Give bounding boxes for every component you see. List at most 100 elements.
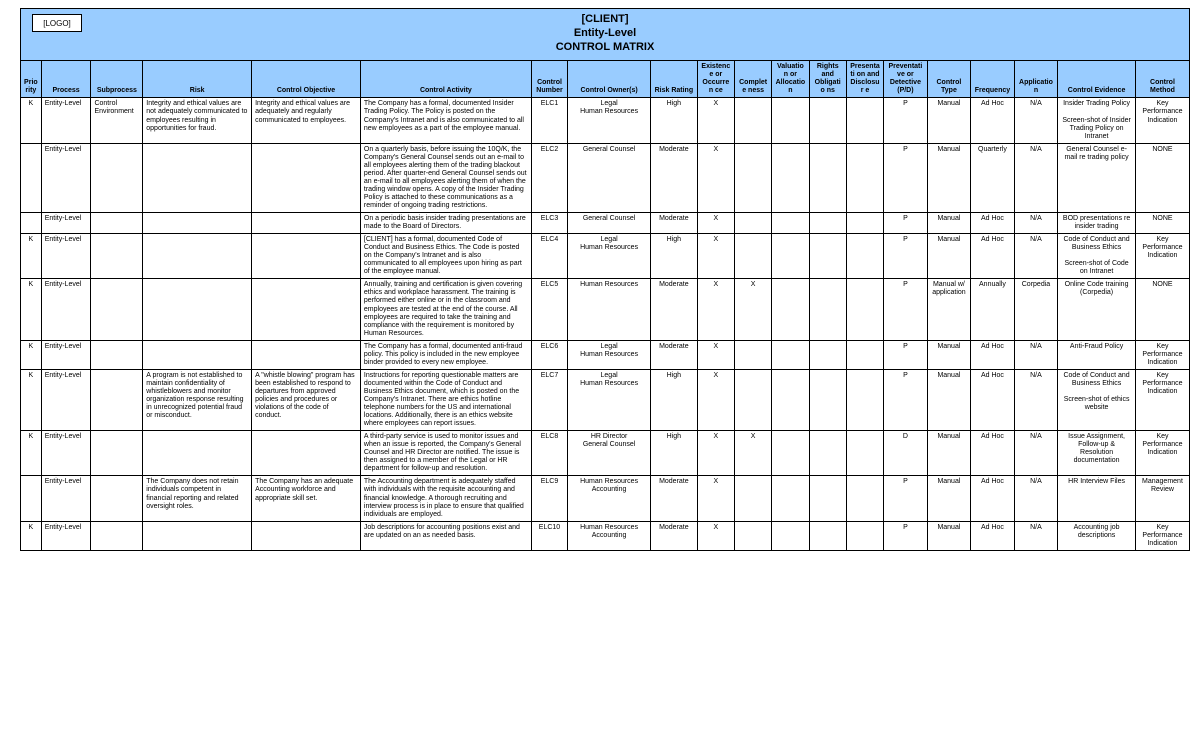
cell-process: Entity-Level xyxy=(41,476,91,521)
cell-a1: X xyxy=(697,98,734,143)
cell-priority: K xyxy=(21,369,42,430)
cell-process: Entity-Level xyxy=(41,431,91,476)
cell-freq: Ad Hoc xyxy=(971,234,1015,279)
cell-app: Corpedia xyxy=(1014,279,1058,340)
cell-process: Entity-Level xyxy=(41,521,91,550)
cell-subprocess xyxy=(91,369,143,430)
cell-a2 xyxy=(734,213,771,234)
cell-app: N/A xyxy=(1014,431,1058,476)
cell-priority: K xyxy=(21,340,42,369)
col-header: Risk Rating xyxy=(651,61,698,98)
cell-a1: X xyxy=(697,213,734,234)
cell-ctype: Manual xyxy=(927,521,971,550)
cell-a2: X xyxy=(734,279,771,340)
cell-rating: High xyxy=(651,234,698,279)
cell-app: N/A xyxy=(1014,476,1058,521)
table-row: Entity-LevelOn a quarterly basis, before… xyxy=(21,143,1190,212)
cell-process: Entity-Level xyxy=(41,369,91,430)
col-header: Control Activity xyxy=(360,61,531,98)
cell-a5 xyxy=(846,143,883,212)
cell-freq: Ad Hoc xyxy=(971,98,1015,143)
cell-subprocess: Control Environment xyxy=(91,98,143,143)
cell-owner: Legal Human Resources xyxy=(568,234,651,279)
cell-a5 xyxy=(846,98,883,143)
col-header: Existence or Occurren ce xyxy=(697,61,734,98)
cell-app: N/A xyxy=(1014,143,1058,212)
cell-risk: The Company does not retain individuals … xyxy=(143,476,252,521)
cell-risk: A program is not established to maintain… xyxy=(143,369,252,430)
cell-freq: Ad Hoc xyxy=(971,369,1015,430)
cell-app: N/A xyxy=(1014,98,1058,143)
cell-priority: K xyxy=(21,279,42,340)
cell-subprocess xyxy=(91,340,143,369)
cell-rating: Moderate xyxy=(651,213,698,234)
cell-evidence: Issue Assignment, Follow-up & Resolution… xyxy=(1058,431,1136,476)
cell-ctype: Manual xyxy=(927,476,971,521)
cell-method: Key Performance Indication xyxy=(1135,98,1189,143)
cell-owner: General Counsel xyxy=(568,213,651,234)
cell-pd: P xyxy=(884,476,928,521)
cell-activity: Instructions for reporting questionable … xyxy=(360,369,531,430)
cell-objective: Integrity and ethical values are adequat… xyxy=(252,98,361,143)
cell-method: NONE xyxy=(1135,213,1189,234)
table-body: KEntity-LevelControl EnvironmentIntegrit… xyxy=(21,98,1190,550)
cell-freq: Ad Hoc xyxy=(971,521,1015,550)
col-header: Control Number xyxy=(531,61,567,98)
cell-num: ELC10 xyxy=(531,521,567,550)
cell-ctype: Manual xyxy=(927,369,971,430)
col-header: Priority xyxy=(21,61,42,98)
cell-a4 xyxy=(809,340,846,369)
cell-owner: Legal Human Resources xyxy=(568,369,651,430)
cell-a3 xyxy=(772,143,809,212)
cell-owner: Human Resources xyxy=(568,279,651,340)
cell-ctype: Manual xyxy=(927,143,971,212)
cell-ctype: Manual xyxy=(927,431,971,476)
cell-evidence: BOD presentations re insider trading xyxy=(1058,213,1136,234)
col-header: Subprocess xyxy=(91,61,143,98)
cell-a2 xyxy=(734,521,771,550)
cell-method: NONE xyxy=(1135,279,1189,340)
cell-owner: Human Resources Accounting xyxy=(568,521,651,550)
cell-a5 xyxy=(846,340,883,369)
cell-evidence: Online Code training (Corpedia) xyxy=(1058,279,1136,340)
cell-a2: X xyxy=(734,431,771,476)
cell-a3 xyxy=(772,279,809,340)
cell-objective xyxy=(252,431,361,476)
cell-priority: K xyxy=(21,98,42,143)
cell-process: Entity-Level xyxy=(41,279,91,340)
cell-priority: K xyxy=(21,431,42,476)
cell-a3 xyxy=(772,431,809,476)
cell-activity: On a periodic basis insider trading pres… xyxy=(360,213,531,234)
title-client: [CLIENT] xyxy=(21,13,1189,27)
cell-num: ELC1 xyxy=(531,98,567,143)
cell-process: Entity-Level xyxy=(41,340,91,369)
title-line3: CONTROL MATRIX xyxy=(21,41,1189,55)
cell-objective xyxy=(252,521,361,550)
cell-a3 xyxy=(772,234,809,279)
col-header: Control Method xyxy=(1135,61,1189,98)
cell-activity: Job descriptions for accounting position… xyxy=(360,521,531,550)
cell-method: Management Review xyxy=(1135,476,1189,521)
cell-method: Key Performance Indication xyxy=(1135,234,1189,279)
col-header: Control Type xyxy=(927,61,971,98)
cell-risk xyxy=(143,213,252,234)
cell-objective xyxy=(252,143,361,212)
cell-risk xyxy=(143,340,252,369)
table-row: KEntity-LevelAnnually, training and cert… xyxy=(21,279,1190,340)
cell-owner: General Counsel xyxy=(568,143,651,212)
cell-subprocess xyxy=(91,279,143,340)
cell-a3 xyxy=(772,521,809,550)
title-line2: Entity-Level xyxy=(21,27,1189,41)
col-header: Valuation or Allocation xyxy=(772,61,809,98)
cell-a4 xyxy=(809,431,846,476)
cell-a4 xyxy=(809,279,846,340)
cell-a5 xyxy=(846,369,883,430)
cell-app: N/A xyxy=(1014,213,1058,234)
cell-risk xyxy=(143,234,252,279)
col-header: Risk xyxy=(143,61,252,98)
cell-activity: A third-party service is used to monitor… xyxy=(360,431,531,476)
cell-a1: X xyxy=(697,279,734,340)
cell-owner: HR Director General Counsel xyxy=(568,431,651,476)
cell-owner: Human Resources Accounting xyxy=(568,476,651,521)
cell-app: N/A xyxy=(1014,521,1058,550)
